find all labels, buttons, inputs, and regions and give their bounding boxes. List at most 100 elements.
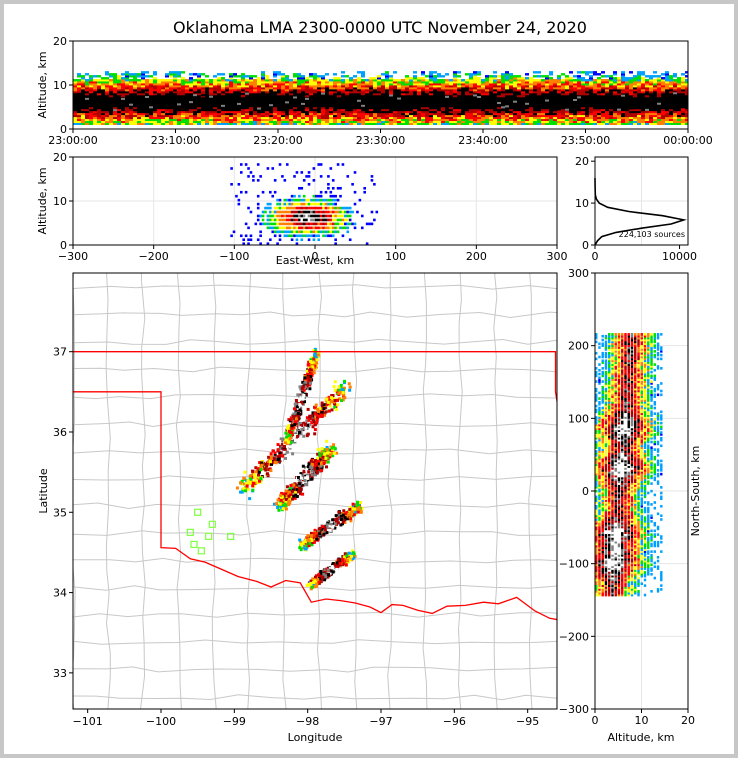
density-cell [577, 86, 581, 90]
density-cell [529, 92, 533, 96]
density-cell [325, 114, 329, 118]
density-cell [425, 88, 429, 92]
time-altitude-tick-label: 0 [60, 123, 67, 136]
density-cell [209, 83, 213, 86]
density-cell [339, 226, 342, 230]
density-cell [177, 73, 181, 76]
density-cell [333, 83, 337, 86]
density-cell [533, 110, 537, 114]
density-cell [433, 122, 437, 125]
density-cell [302, 194, 306, 198]
density-cell [485, 100, 489, 104]
density-cell [489, 90, 493, 94]
density-cell [661, 104, 665, 108]
density-cell [113, 98, 117, 102]
density-cell [433, 100, 437, 104]
density-cell [193, 81, 197, 84]
density-cell [77, 100, 81, 104]
density-cell [637, 90, 641, 94]
density-cell [289, 81, 293, 84]
density-cell [473, 73, 477, 76]
density-cell [189, 120, 193, 124]
density-cell [295, 214, 299, 218]
density-cell [209, 95, 213, 98]
density-cell [337, 122, 341, 125]
density-cell [241, 83, 245, 86]
density-cell [565, 102, 569, 106]
density-cell [545, 108, 549, 112]
density-cell [453, 86, 457, 90]
density-cell [629, 100, 633, 104]
density-cell [329, 226, 333, 230]
density-cell [601, 98, 605, 102]
density-cell [77, 79, 81, 82]
density-cell [285, 214, 289, 218]
density-cell [177, 108, 181, 112]
density-cell [217, 81, 221, 84]
density-cell [169, 88, 173, 92]
density-cell [381, 104, 385, 108]
density-cell [285, 116, 289, 120]
density-cell [593, 116, 597, 120]
density-cell [283, 230, 287, 234]
density-cell [345, 106, 349, 110]
density-cell [389, 96, 393, 100]
density-cell [245, 116, 249, 120]
density-cell [413, 96, 417, 100]
density-cell [145, 114, 149, 118]
density-cell [545, 106, 549, 110]
density-cell [621, 122, 625, 125]
density-cell [377, 88, 381, 92]
density-cell [357, 116, 361, 120]
density-cell [349, 90, 353, 94]
density-cell [197, 90, 201, 94]
density-cell [385, 104, 389, 108]
density-cell [513, 106, 517, 110]
density-cell [681, 112, 685, 116]
density-cell [85, 106, 89, 110]
density-cell [133, 86, 137, 90]
density-cell [181, 81, 185, 84]
density-cell [537, 122, 541, 125]
density-cell [261, 120, 265, 124]
density-cell [197, 122, 201, 125]
density-cell [565, 83, 569, 86]
density-cell [637, 79, 641, 82]
density-cell [457, 84, 461, 88]
density-cell [665, 106, 669, 110]
density-cell [253, 108, 257, 112]
density-cell [357, 99, 361, 102]
density-cell [339, 194, 342, 198]
time-altitude-tick-label: 20 [53, 35, 67, 48]
density-cell [513, 96, 517, 100]
density-cell [681, 102, 685, 106]
density-cell [77, 112, 81, 116]
density-cell [261, 114, 265, 118]
density-cell [336, 398, 340, 402]
density-cell [369, 100, 373, 104]
density-cell [381, 79, 385, 82]
density-cell [73, 81, 77, 84]
density-cell [413, 71, 417, 74]
density-cell [201, 120, 205, 124]
density-cell [361, 120, 365, 124]
density-cell [295, 226, 299, 230]
density-cell [605, 81, 609, 84]
density-cell [529, 96, 533, 100]
density-cell [589, 84, 593, 88]
density-cell [645, 118, 649, 122]
density-cell [513, 90, 517, 94]
density-cell [509, 86, 513, 90]
density-cell [309, 100, 313, 104]
density-cell [433, 77, 437, 80]
density-cell [561, 88, 565, 92]
density-cell [521, 86, 525, 90]
density-cell [445, 84, 449, 88]
density-cell [609, 75, 613, 78]
density-cell [265, 94, 269, 98]
density-cell [549, 90, 553, 94]
density-cell [113, 116, 117, 120]
density-cell [465, 118, 469, 122]
density-cell [249, 118, 253, 122]
density-cell [357, 83, 361, 86]
